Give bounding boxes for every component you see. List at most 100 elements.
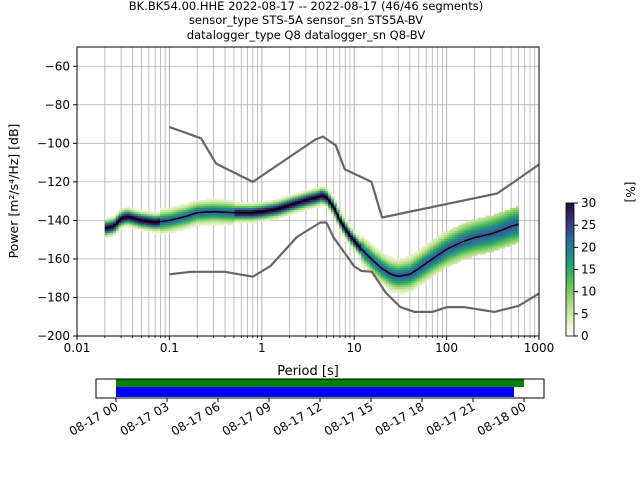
- heatmap-cell: [239, 217, 244, 220]
- heatmap-cell: [421, 248, 426, 251]
- heatmap-cell: [220, 207, 224, 211]
- heatmap-cell: [433, 246, 437, 249]
- heatmap-cell: [416, 283, 420, 286]
- heatmap-cell: [466, 256, 470, 259]
- heatmap-cell: [463, 246, 467, 249]
- heatmap-cell: [347, 229, 351, 232]
- heatmap-cell: [408, 265, 412, 268]
- heatmap-cell: [193, 209, 197, 212]
- heatmap-cell: [430, 256, 434, 259]
- heatmap-cell: [444, 250, 448, 253]
- coverage-tick-label: 08-17 18: [373, 399, 427, 438]
- heatmap-cell: [317, 202, 321, 205]
- heatmap-cell: [369, 248, 373, 251]
- heatmap-cell: [504, 244, 508, 247]
- heatmap-cell: [146, 219, 150, 222]
- heatmap-cell: [115, 213, 120, 216]
- heatmap-cell: [377, 261, 382, 264]
- heatmap-cell: [430, 273, 434, 276]
- heatmap-cell: [317, 198, 321, 201]
- heatmap-cell: [479, 229, 484, 232]
- heatmap-cell: [198, 205, 202, 209]
- heatmap-cell: [388, 256, 393, 259]
- heatmap-cell: [460, 230, 464, 234]
- heatmap-cell: [485, 246, 489, 249]
- heatmap-cell: [416, 269, 420, 272]
- heatmap-cell: [275, 198, 279, 201]
- heatmap-cell: [220, 215, 224, 218]
- heatmap-cell: [206, 200, 211, 203]
- heatmap-cell: [212, 223, 216, 226]
- heatmap-cell: [289, 196, 293, 199]
- heatmap-cell: [460, 223, 464, 226]
- heatmap-cell: [311, 196, 315, 199]
- heatmap-cell: [375, 257, 379, 261]
- heatmap-cell: [380, 281, 384, 284]
- heatmap-cell: [231, 215, 235, 218]
- heatmap-cell: [118, 213, 122, 216]
- heatmap-cell: [460, 242, 464, 245]
- heatmap-cell: [449, 250, 453, 253]
- heatmap-cell: [490, 242, 495, 245]
- heatmap-cell: [165, 217, 169, 220]
- heatmap-cell: [212, 204, 216, 207]
- heatmap-cell: [419, 261, 423, 264]
- heatmap-cell: [325, 192, 329, 195]
- heatmap-cell: [507, 221, 511, 224]
- heatmap-cell: [159, 215, 164, 218]
- heatmap-cell: [220, 213, 224, 216]
- heatmap-cell: [228, 204, 233, 207]
- heatmap-cell: [270, 207, 274, 211]
- heatmap-cell: [499, 242, 503, 245]
- heatmap-cell: [159, 221, 164, 224]
- heatmap-cell: [300, 209, 304, 212]
- heatmap-cell: [209, 213, 213, 216]
- heatmap-cell: [446, 236, 450, 239]
- heatmap-cell: [485, 230, 489, 234]
- heatmap-cell: [372, 265, 376, 268]
- heatmap-cell: [248, 215, 252, 218]
- heatmap-cell: [118, 209, 122, 212]
- heatmap-cell: [137, 225, 142, 228]
- heatmap-cell: [479, 227, 484, 230]
- heatmap-cell: [507, 238, 511, 241]
- heatmap-cell: [248, 207, 252, 211]
- heatmap-cell: [215, 217, 219, 220]
- heatmap-cell: [512, 236, 517, 239]
- heatmap-cell: [380, 257, 384, 261]
- heatmap-cell: [256, 202, 260, 205]
- grid: [76, 47, 539, 337]
- heatmap-cell: [408, 263, 412, 266]
- heatmap-cell: [377, 250, 382, 253]
- heatmap-cell: [143, 221, 147, 224]
- heatmap-cell: [449, 232, 453, 236]
- heatmap-cell: [289, 202, 293, 205]
- heatmap-cell: [198, 217, 202, 220]
- heatmap-cell: [501, 215, 506, 218]
- heatmap-cell: [496, 232, 500, 236]
- heatmap-cell: [433, 261, 437, 264]
- heatmap-cell: [419, 279, 423, 282]
- heatmap-cell: [262, 207, 266, 211]
- heatmap-cell: [471, 254, 475, 257]
- heatmap-cell: [441, 263, 445, 266]
- heatmap-cell: [438, 265, 442, 268]
- heatmap-cell: [408, 271, 412, 274]
- heatmap-cell: [399, 261, 404, 264]
- heatmap-cell: [333, 217, 337, 220]
- heatmap-cell: [168, 217, 172, 220]
- heatmap-cell: [190, 223, 194, 226]
- heatmap-cell: [419, 248, 423, 251]
- heatmap-cell: [383, 254, 387, 257]
- heatmap-cell: [402, 283, 406, 286]
- heatmap-cell: [176, 209, 180, 212]
- heatmap-cell: [212, 219, 216, 222]
- heatmap-cell: [394, 265, 398, 268]
- heatmap-cell: [361, 238, 365, 241]
- heatmap-cell: [510, 230, 514, 234]
- heatmap-cell: [405, 288, 409, 291]
- heatmap-cell: [201, 202, 205, 205]
- heatmap-cell: [132, 221, 136, 224]
- heatmap-cell: [474, 234, 478, 237]
- heatmap-cell: [173, 225, 177, 228]
